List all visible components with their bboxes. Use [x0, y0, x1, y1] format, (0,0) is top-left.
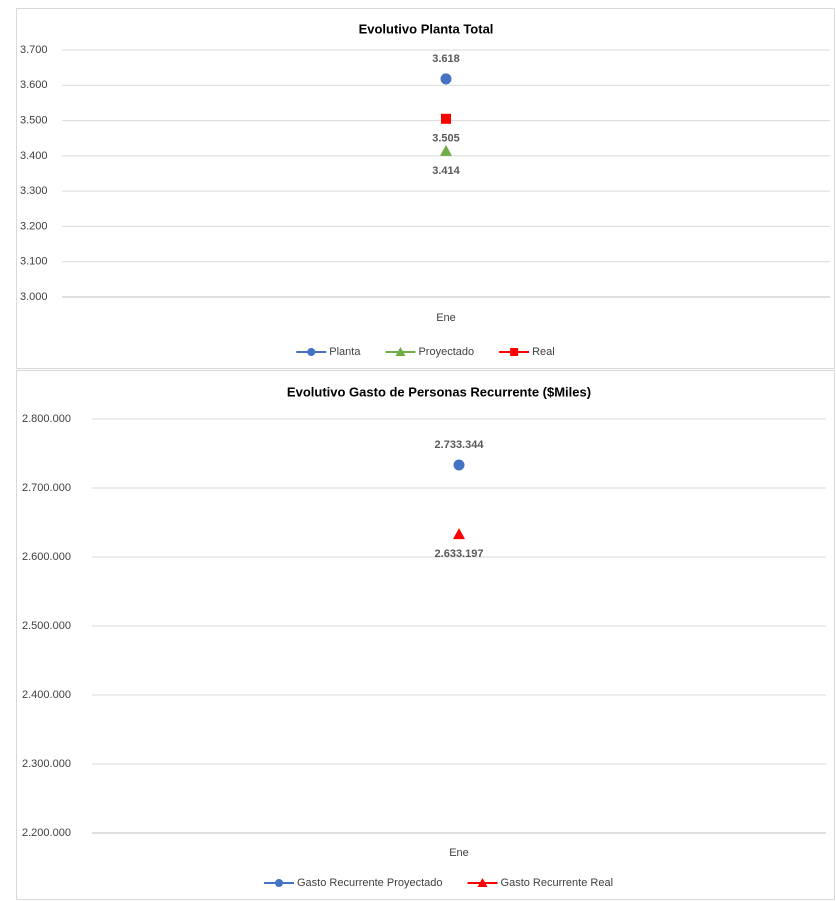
data-point: [440, 73, 452, 85]
legend-marker: [395, 347, 406, 356]
legend-marker: [274, 879, 283, 887]
y-tick-label: 3.100: [20, 256, 48, 268]
data-label: 3.618: [432, 53, 460, 65]
y-tick-label: 3.700: [20, 44, 48, 56]
legend-marker: [307, 348, 316, 356]
y-tick-label: 3.400: [20, 150, 48, 162]
data-label: 3.414: [432, 165, 460, 177]
y-tick-label: 2.600.000: [22, 551, 71, 563]
legend-label: Proyectado: [418, 346, 474, 358]
x-tick-label: Ene: [436, 312, 456, 324]
data-point: [453, 459, 465, 471]
y-tick-label: 2.800.000: [22, 413, 71, 425]
chart-frame: [16, 8, 835, 369]
data-label: 3.505: [432, 133, 460, 145]
legend-label: Gasto Recurrente Real: [501, 877, 614, 889]
chart-title: Evolutivo Gasto de Personas Recurrente (…: [287, 384, 591, 399]
legend-label: Real: [532, 346, 555, 358]
data-label: 2.733.344: [435, 439, 485, 451]
y-tick-label: 2.500.000: [22, 620, 71, 632]
chart-frame: [16, 370, 835, 900]
y-tick-label: 2.400.000: [22, 689, 71, 701]
legend-label: Planta: [329, 346, 361, 358]
legend-label: Gasto Recurrente Proyectado: [297, 877, 443, 889]
y-tick-label: 3.600: [20, 79, 48, 91]
data-label: 2.633.197: [435, 548, 484, 560]
legend-marker: [477, 878, 488, 887]
chart-title: Evolutivo Planta Total: [359, 21, 494, 36]
legend-marker: [510, 348, 519, 356]
y-tick-label: 3.200: [20, 220, 48, 232]
y-tick-label: 2.700.000: [22, 482, 71, 494]
y-tick-label: 3.000: [20, 291, 48, 303]
y-tick-label: 3.300: [20, 185, 48, 197]
data-point: [440, 144, 452, 156]
y-tick-label: 2.300.000: [22, 758, 71, 770]
y-tick-label: 3.500: [20, 114, 48, 126]
x-tick-label: Ene: [449, 847, 469, 859]
y-tick-label: 2.200.000: [22, 827, 71, 839]
data-point: [441, 113, 451, 124]
data-point: [453, 528, 465, 540]
